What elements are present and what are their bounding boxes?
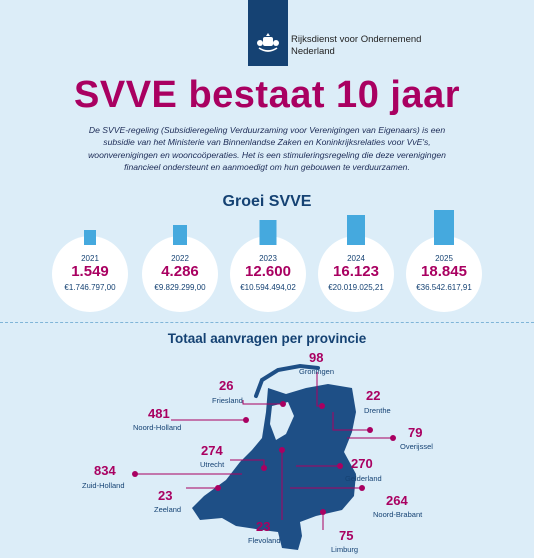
dot-drenthe xyxy=(367,427,373,433)
dot-noord-holland xyxy=(243,417,249,423)
province-name-zeeland: Zeeland xyxy=(154,505,182,514)
organization-name: Rijksdienst voor Ondernemend Nederland xyxy=(291,34,421,58)
dot-zuid-holland xyxy=(132,471,138,477)
map-drawing xyxy=(132,363,396,550)
province-name-noord-holland: Noord-Holland xyxy=(133,423,182,432)
intro-text: De SVVE-regeling (Subsidieregeling Verdu… xyxy=(88,125,446,172)
year-count: 1.549 xyxy=(71,263,109,280)
dot-groningen xyxy=(319,403,325,409)
page-title: SVVE bestaat 10 jaar xyxy=(74,74,460,116)
year-card-2023: 2023 12.600 €10.594.494,02 xyxy=(230,220,306,312)
section-divider xyxy=(0,322,534,323)
year-label: 2022 xyxy=(171,254,189,263)
year-count: 18.845 xyxy=(421,263,467,280)
dot-friesland xyxy=(280,401,286,407)
building-icon xyxy=(434,210,454,245)
leader-friesland xyxy=(242,400,283,405)
dot-gelderland xyxy=(337,463,343,469)
building-icon xyxy=(84,230,96,245)
year-count: 4.286 xyxy=(161,263,199,280)
netherlands-shape xyxy=(192,384,356,550)
ijsselmeer xyxy=(270,402,294,440)
province-count-utrecht: 274 xyxy=(201,443,223,458)
year-card-2021: 2021 1.549 €1.746.797,00 xyxy=(52,230,128,312)
year-label: 2024 xyxy=(347,254,365,263)
province-count-overijssel: 79 xyxy=(408,425,423,440)
crest-icon xyxy=(257,33,279,52)
province-count-noord-brabant: 264 xyxy=(386,493,408,508)
province-name-overijssel: Overijssel xyxy=(400,442,433,451)
province-count-zeeland: 23 xyxy=(158,488,173,503)
logo-ribbon xyxy=(248,0,288,66)
growth-title: Groei SVVE xyxy=(222,193,312,210)
province-name-friesland: Friesland xyxy=(212,396,243,405)
year-amount: €10.594.494,02 xyxy=(240,283,296,292)
year-label: 2021 xyxy=(81,254,99,263)
year-count: 12.600 xyxy=(245,263,291,280)
year-card-2022: 2022 4.286 €9.829.299,00 xyxy=(142,225,218,312)
year-amount: €9.829.299,00 xyxy=(154,283,206,292)
year-label: 2023 xyxy=(259,254,277,263)
org-line-1: Rijksdienst voor Ondernemend xyxy=(291,34,422,45)
provinces-title: Totaal aanvragen per provincie xyxy=(167,331,367,346)
province-count-friesland: 26 xyxy=(219,378,234,393)
org-line-2: Nederland xyxy=(291,46,335,57)
dot-noord-brabant xyxy=(359,485,365,491)
province-count-groningen: 98 xyxy=(309,350,324,365)
netherlands-map: 98 Groningen 26 Friesland 22 Drenthe 481… xyxy=(0,350,534,558)
province-name-limburg: Limburg xyxy=(331,545,359,554)
province-count-drenthe: 22 xyxy=(366,388,381,403)
year-amount: €20.019.025,21 xyxy=(328,283,384,292)
year-card-2024: 2024 16.123 €20.019.025,21 xyxy=(318,215,394,312)
province-count-limburg: 75 xyxy=(339,528,354,543)
province-name-groningen: Groningen xyxy=(299,367,335,376)
dot-flevoland xyxy=(279,447,285,453)
dot-overijssel xyxy=(390,435,396,441)
province-name-gelderland: Gelderland xyxy=(345,474,382,483)
dot-zeeland xyxy=(215,485,221,491)
wadden-islands xyxy=(254,363,320,398)
province-name-noord-brabant: Noord-Brabant xyxy=(373,510,423,519)
province-count-flevoland: 23 xyxy=(256,519,271,534)
province-name-flevoland: Flevoland xyxy=(248,536,281,545)
building-icon xyxy=(259,220,277,245)
leader-drenthe xyxy=(332,412,370,431)
building-icon xyxy=(173,225,187,245)
year-card-2025: 2025 18.845 €36.542.617,91 xyxy=(406,210,482,312)
building-icon xyxy=(347,215,365,245)
dot-utrecht xyxy=(261,465,267,471)
province-count-gelderland: 270 xyxy=(351,456,373,471)
year-count: 16.123 xyxy=(333,263,379,280)
province-name-utrecht: Utrecht xyxy=(200,460,225,469)
province-name-zuid-holland: Zuid-Holland xyxy=(82,481,125,490)
year-amount: €1.746.797,00 xyxy=(64,283,116,292)
province-name-drenthe: Drenthe xyxy=(364,406,391,415)
province-count-noord-holland: 481 xyxy=(148,406,170,421)
year-amount: €36.542.617,91 xyxy=(416,283,472,292)
year-label: 2025 xyxy=(435,254,453,263)
province-count-zuid-holland: 834 xyxy=(94,463,116,478)
dot-limburg xyxy=(320,509,326,515)
